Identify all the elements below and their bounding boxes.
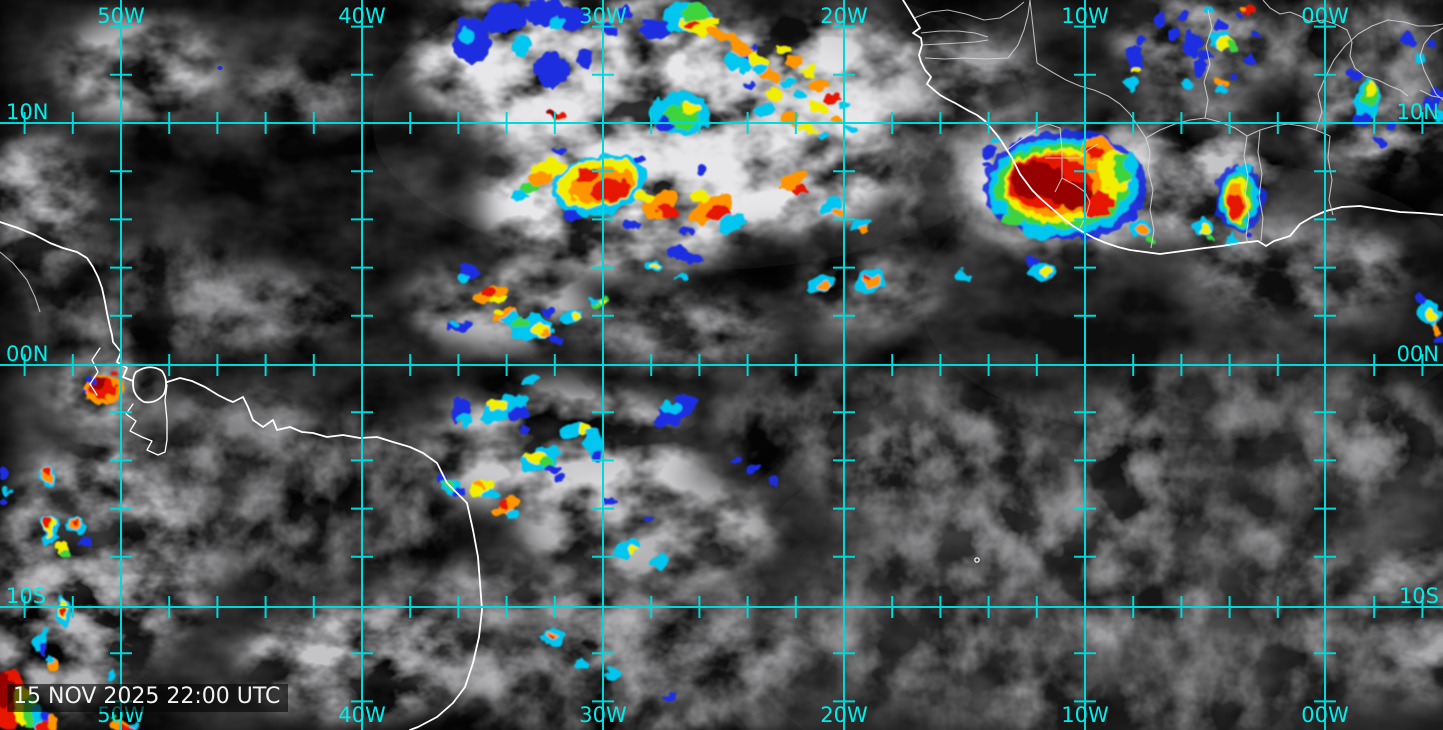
grid-label-top-30W: 30W xyxy=(579,4,627,28)
border-guianas xyxy=(0,251,41,313)
grid-label-bottom-00W: 00W xyxy=(1301,703,1349,727)
grid-label-top-40W: 40W xyxy=(338,4,386,28)
convection-top-center xyxy=(549,2,858,139)
border-layer xyxy=(0,0,1443,313)
grid-label-left-00N: 00N xyxy=(6,342,48,366)
border-senegal-gambia xyxy=(913,0,1038,64)
grid-label-bottom-20W: 20W xyxy=(820,703,868,727)
grid-label-top-00W: 00W xyxy=(1301,4,1349,28)
tiny-specks xyxy=(217,66,980,563)
grid-label-top-50W: 50W xyxy=(97,4,145,28)
timestamp-badge: 15 NOV 2025 22:00 UTC xyxy=(7,684,289,712)
convection-central-atlantic xyxy=(512,146,871,236)
grid-label-right-10N: 10N xyxy=(1397,100,1439,124)
grid-label-top-10W: 10W xyxy=(1061,4,1109,28)
grid-label-left-10N: 10N xyxy=(6,100,48,124)
coastline-south-america xyxy=(0,221,134,382)
convection-top-left-blue xyxy=(452,0,632,88)
timestamp-text: 15 NOV 2025 22:00 UTC xyxy=(13,684,281,709)
coastline-west-africa xyxy=(902,0,1443,255)
grid-label-right-10S: 10S xyxy=(1399,584,1439,608)
grid-label-bottom-10W: 10W xyxy=(1061,703,1109,727)
border-ghana-togo-benin xyxy=(1147,129,1334,249)
border-niger-nigeria xyxy=(1262,0,1443,131)
coastline-brazil-north xyxy=(166,377,483,730)
convection-mid-atlantic-row xyxy=(446,245,1055,343)
noise-speck xyxy=(974,557,980,563)
amazon-delta-channels xyxy=(89,347,168,456)
grid-label-left-10S: 10S xyxy=(6,584,46,608)
border-mali-ivory-coast xyxy=(1036,62,1151,153)
convection-amazon-mouth xyxy=(83,369,122,405)
grid-label-bottom-30W: 30W xyxy=(579,703,627,727)
convection-guinea-complex xyxy=(983,131,1215,244)
grid-label-bottom-40W: 40W xyxy=(338,703,386,727)
convection-itcz-south xyxy=(453,375,780,701)
island-marajo xyxy=(132,366,167,404)
convection-ivory-coast xyxy=(1216,163,1264,245)
grid-label-top-20W: 20W xyxy=(820,4,868,28)
grid-label-right-00N: 00N xyxy=(1397,342,1439,366)
